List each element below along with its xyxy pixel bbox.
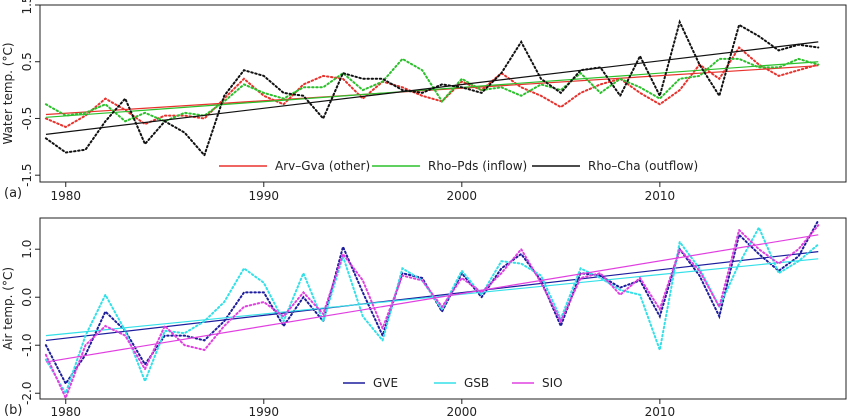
x-tick-label: 1990 (249, 189, 280, 203)
y-tick-label: 1.5 (20, 0, 34, 15)
x-tick-label: 1980 (50, 405, 81, 419)
y-axis-label: Water temp. (°C) (1, 42, 15, 144)
y-tick-label: 0.0 (20, 288, 34, 307)
series-line-2 (44, 57, 820, 123)
legend-label: Arv–Gva (other) (275, 159, 370, 173)
series-line-1 (44, 219, 820, 386)
series-line-3 (44, 224, 820, 399)
x-tick-label: 2000 (447, 189, 478, 203)
plot-frame (39, 217, 847, 400)
legend-label: GVE (373, 376, 398, 390)
trend-line-2 (45, 61, 819, 118)
panel-a-water-temp: 1980 1990 2000 2010 -1.5 -0.5 0.5 1.5 Water temp… (1, 0, 847, 203)
trend-line-3 (45, 41, 819, 135)
legend-label: SIO (542, 376, 563, 390)
series-line-2 (44, 225, 820, 396)
panel-label: (b) (4, 403, 22, 418)
x-tick-label: 1990 (249, 405, 280, 419)
legend-label: Rho–Cha (outflow) (588, 159, 698, 173)
plot-frame (39, 4, 847, 183)
panel-label: (a) (4, 186, 22, 201)
y-axis-label: Air temp. (°C) (1, 267, 15, 350)
y-tick-label: -1.5 (20, 163, 34, 186)
panel-b-air-temp: 1980 1990 2000 2010 -2.0 -1.0 0.0 1.0 Air temp. … (1, 217, 847, 419)
y-tick-label: 1.0 (20, 240, 34, 259)
legend-label: GSB (464, 376, 489, 390)
x-tick-label: 2000 (447, 405, 478, 419)
x-tick-label: 1980 (50, 189, 81, 203)
x-tick-label: 2010 (645, 189, 676, 203)
trend-line-2 (45, 258, 819, 337)
y-tick-label: 0.5 (20, 52, 34, 71)
legend-label: Rho–Pds (inflow) (428, 159, 527, 173)
y-tick-label: -0.5 (20, 107, 34, 130)
y-tick-label: -1.0 (20, 334, 34, 357)
trend-line-3 (45, 234, 819, 363)
x-tick-label: 2010 (645, 405, 676, 419)
y-tick-label: -2.0 (20, 382, 34, 405)
